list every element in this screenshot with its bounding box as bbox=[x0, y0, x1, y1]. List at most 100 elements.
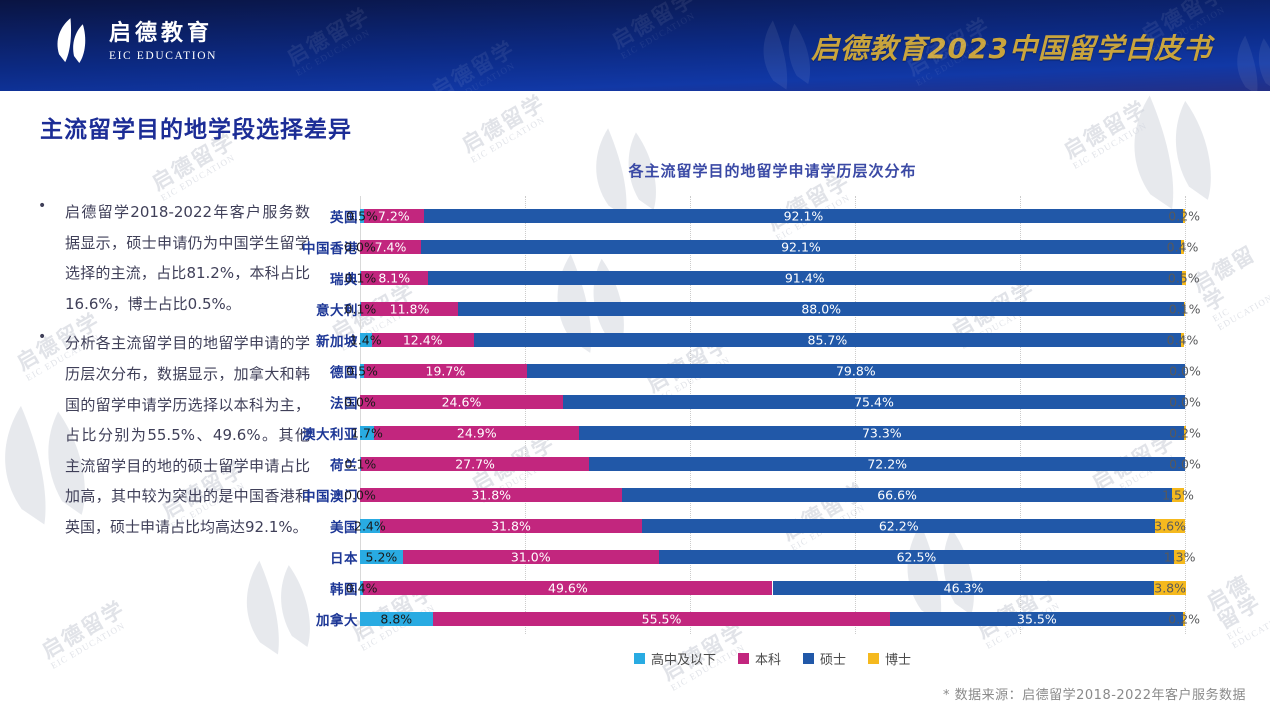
value-label-bachelor: 12.4% bbox=[402, 332, 443, 347]
chart-row: 中国澳门 0.0% 31.8% 66.6% 1.5% bbox=[280, 479, 1250, 510]
chart-row: 中国香港 0.0% 7.4% 92.1% 0.4% bbox=[280, 231, 1250, 262]
grid-line bbox=[690, 196, 691, 634]
stacked-bar: 0.4% 49.6% 46.3% 3.8% bbox=[346, 580, 1187, 595]
bar-segment-doctor bbox=[1184, 301, 1185, 316]
bullet-list: • 启德留学2018-2022年客户服务数据显示，硕士申请仍为中国学生留学选择的主… bbox=[38, 197, 310, 552]
chart-row: 加拿大 8.8% 55.5% 35.5% 0.2% bbox=[280, 603, 1250, 634]
bar-segment-bachelor bbox=[360, 456, 590, 471]
bar-segment-bachelor bbox=[360, 487, 623, 502]
grid-line bbox=[525, 196, 526, 634]
category-label: 美国 bbox=[280, 516, 358, 536]
category-label-text: 新加坡 bbox=[316, 333, 358, 350]
chart-row: 德国 0.5% 19.7% 79.8% 0.0% bbox=[280, 355, 1250, 386]
category-label: 意大利 bbox=[280, 299, 358, 319]
stacked-bar: 5.2% 31.0% 62.5% 1.3% bbox=[360, 549, 1196, 564]
category-label: 韩国 bbox=[280, 578, 358, 598]
value-label-master: 79.8% bbox=[835, 363, 876, 378]
category-label: 德国 bbox=[280, 361, 358, 381]
bar-segment-high-school bbox=[360, 363, 365, 378]
chart-legend: 高中及以下 本科 硕士 博士 bbox=[360, 649, 1185, 668]
bar-segment-bachelor bbox=[371, 332, 474, 347]
value-label-high-school: 0.5% bbox=[346, 208, 378, 223]
bullet-text: 分析各主流留学目的地留学申请的学历层次分布，数据显示，加拿大和韩国的留学申请学历… bbox=[65, 334, 310, 536]
stacked-bar-chart: 英国 0.5% 7.2% 92.1% 0.2% 中国香港 0.0% 7.4% 92.1% 0.4%… bbox=[280, 196, 1250, 634]
value-label-master: 92.1% bbox=[783, 208, 824, 223]
bar-segment-high-school bbox=[360, 549, 403, 564]
value-label-master: 46.3% bbox=[943, 580, 984, 595]
bullet-text: 启德留学2018-2022年客户服务数据显示，硕士申请仍为中国学生留学选择的主流… bbox=[65, 203, 310, 313]
value-label-doctor: 0.2% bbox=[1168, 611, 1201, 626]
bar-segment-doctor bbox=[1180, 239, 1185, 254]
bar-segment-high-school bbox=[360, 580, 364, 595]
watermark-en: EIC EDUCATION bbox=[294, 27, 372, 78]
value-label-high-school: 8.8% bbox=[380, 611, 413, 626]
header-banner: 启德留学 EIC EDUCATION 启德留学 EIC EDUCATION 启德留学 EI… bbox=[0, 0, 1270, 91]
eic-logo-text: 启德教育 EIC EDUCATION bbox=[109, 21, 217, 62]
value-label-master: 85.7% bbox=[807, 332, 848, 347]
bar-segment-high-school bbox=[360, 208, 365, 223]
value-label-doctor: 0.0% bbox=[1169, 456, 1201, 471]
bar-segment-bachelor bbox=[360, 270, 428, 285]
bar-segment-high-school bbox=[360, 456, 361, 471]
value-label-bachelor: 8.1% bbox=[378, 270, 411, 285]
legend-item-doctor: 博士 bbox=[868, 649, 911, 668]
category-label-text: 英国 bbox=[330, 209, 358, 226]
bar-segment-doctor bbox=[1154, 580, 1186, 595]
value-label-high-school: 1.7% bbox=[351, 425, 383, 440]
bar-segment-bachelor bbox=[374, 425, 580, 440]
bullet-item: • 分析各主流留学目的地留学申请的学历层次分布，数据显示，加拿大和韩国的留学申请学… bbox=[38, 328, 310, 542]
legend-label: 高中及以下 bbox=[650, 653, 716, 668]
value-label-high-school: 0.0% bbox=[344, 394, 376, 409]
category-label: 中国香港 bbox=[280, 237, 358, 257]
bar-segment-master bbox=[473, 332, 1181, 347]
bar-segment-bachelor bbox=[360, 239, 422, 254]
value-label-high-school: 0.4% bbox=[345, 580, 378, 595]
value-label-doctor: 1.5% bbox=[1162, 487, 1194, 502]
legend-swatch-high-school bbox=[633, 653, 645, 664]
legend-item-high-school: 高中及以下 bbox=[633, 649, 716, 668]
category-label-text: 意大利 bbox=[316, 302, 358, 319]
page-title: 主流留学目的地学段选择差异 bbox=[40, 117, 352, 143]
value-label-high-school: 0.5% bbox=[346, 363, 378, 378]
bar-segment-bachelor bbox=[364, 208, 424, 223]
stacked-bar: 0.0% 7.4% 92.1% 0.4% bbox=[344, 239, 1198, 254]
value-label-doctor: 0.0% bbox=[1169, 363, 1201, 378]
legend-label: 博士 bbox=[885, 653, 912, 668]
value-label-bachelor: 19.7% bbox=[425, 363, 466, 378]
data-source-footnote: * 数据来源：启德留学2018-2022年客户服务数据 bbox=[943, 688, 1246, 703]
stacked-bar: 0.5% 7.2% 92.1% 0.2% bbox=[346, 208, 1200, 223]
value-label-master: 62.5% bbox=[896, 549, 937, 564]
category-label-text: 美国 bbox=[330, 519, 358, 536]
value-label-high-school: 5.2% bbox=[365, 549, 398, 564]
category-label-text: 法国 bbox=[330, 395, 358, 412]
bar-segment-bachelor bbox=[363, 580, 773, 595]
bar-segment-bachelor bbox=[379, 518, 643, 533]
chart-row: 美国 2.4% 31.8% 62.2% 3.6% bbox=[280, 510, 1250, 541]
legend-item-master: 硕士 bbox=[803, 649, 846, 668]
logo-name-cn: 启德教育 bbox=[109, 20, 214, 46]
report-title: 启德教育2023中国留学白皮书 bbox=[811, 32, 1212, 65]
stacked-bar: 0.1% 11.8% 88.0% 0.1% bbox=[345, 301, 1201, 316]
legend-item-bachelor: 本科 bbox=[737, 649, 781, 668]
bar-segment-doctor bbox=[1155, 518, 1185, 533]
value-label-master: 72.2% bbox=[867, 456, 908, 471]
category-label: 新加坡 bbox=[280, 330, 358, 350]
stacked-bar: 0.1% 8.1% 91.4% 0.5% bbox=[345, 270, 1200, 285]
value-label-bachelor: 7.4% bbox=[374, 239, 407, 254]
value-label-high-school: 1.4% bbox=[349, 332, 382, 347]
bar-segment-bachelor bbox=[402, 549, 659, 564]
value-label-master: 88.0% bbox=[801, 301, 842, 316]
bar-segment-bachelor bbox=[432, 611, 891, 626]
chart-row: 瑞典 0.1% 8.1% 91.4% 0.5% bbox=[280, 262, 1250, 293]
bullet-marker: • bbox=[38, 329, 47, 346]
category-label-text: 德国 bbox=[330, 364, 358, 381]
category-label-text: 中国香港 bbox=[302, 240, 358, 257]
value-label-doctor: 3.8% bbox=[1154, 580, 1187, 595]
category-label-text: 加拿大 bbox=[316, 612, 358, 629]
chart-row: 意大利 0.1% 11.8% 88.0% 0.1% bbox=[280, 293, 1250, 324]
bar-segment-high-school bbox=[360, 611, 433, 626]
value-label-master: 92.1% bbox=[781, 239, 821, 254]
